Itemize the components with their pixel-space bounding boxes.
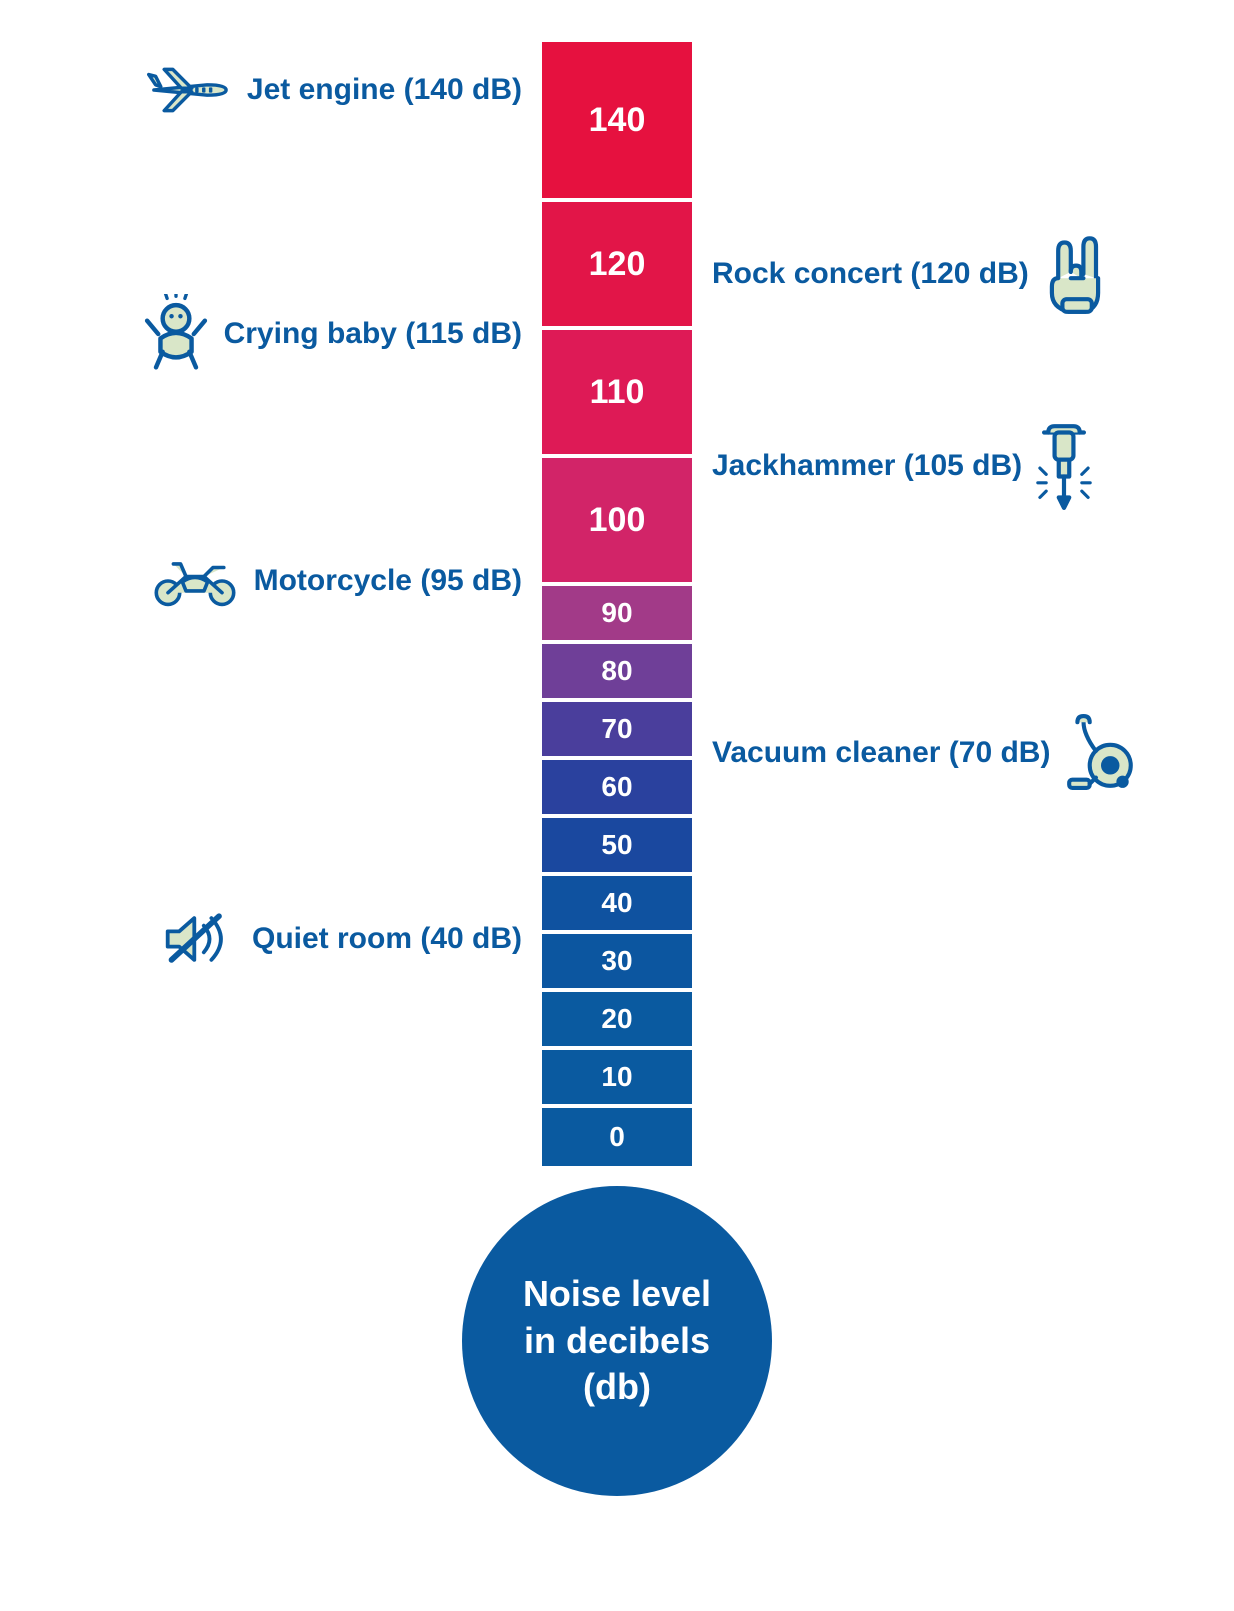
mute-icon bbox=[162, 909, 238, 969]
baby-icon bbox=[142, 294, 210, 374]
bulb-line1: Noise level bbox=[523, 1271, 711, 1318]
vacuum-icon bbox=[1064, 714, 1138, 792]
thermometer-bulb: Noise levelin decibels(db) bbox=[462, 1186, 772, 1496]
scale-segment-0: 0 bbox=[542, 1108, 692, 1166]
decibel-thermometer: 1401201101009080706050403020100 bbox=[540, 40, 694, 1168]
scale-segment-50: 50 bbox=[542, 818, 692, 876]
airplane-icon bbox=[147, 61, 233, 119]
scale-segment-90: 90 bbox=[542, 586, 692, 644]
bulb-title: Noise levelin decibels(db) bbox=[523, 1271, 711, 1411]
rockhand-icon bbox=[1043, 232, 1107, 316]
noise-item-jackhammer: Jackhammer (105 dB) bbox=[712, 422, 1092, 510]
scale-segment-80: 80 bbox=[542, 644, 692, 702]
scale-segment-120: 120 bbox=[542, 202, 692, 330]
motorcycle-icon bbox=[150, 553, 240, 609]
noise-item-label: Rock concert (120 dB) bbox=[712, 257, 1029, 291]
scale-segment-140: 140 bbox=[542, 42, 692, 202]
scale-segment-30: 30 bbox=[542, 934, 692, 992]
scale-segment-70: 70 bbox=[542, 702, 692, 760]
noise-item-baby: Crying baby (115 dB) bbox=[142, 294, 522, 374]
scale-segment-100: 100 bbox=[542, 458, 692, 586]
noise-item-label: Vacuum cleaner (70 dB) bbox=[712, 736, 1050, 770]
scale-segment-60: 60 bbox=[542, 760, 692, 818]
noise-item-motorcycle: Motorcycle (95 dB) bbox=[150, 553, 522, 609]
thermometer-scale: 1401201101009080706050403020100 bbox=[540, 40, 694, 1168]
noise-item-label: Crying baby (115 dB) bbox=[224, 317, 522, 351]
noise-item-quiet: Quiet room (40 dB) bbox=[162, 909, 522, 969]
noise-item-label: Motorcycle (95 dB) bbox=[254, 564, 522, 598]
bulb-line2: in decibels bbox=[523, 1318, 711, 1365]
scale-segment-40: 40 bbox=[542, 876, 692, 934]
scale-segment-110: 110 bbox=[542, 330, 692, 458]
bulb-line3: (db) bbox=[523, 1364, 711, 1411]
noise-item-label: Jackhammer (105 dB) bbox=[712, 449, 1022, 483]
jackhammer-icon bbox=[1036, 422, 1092, 510]
noise-item-label: Quiet room (40 dB) bbox=[252, 922, 522, 956]
scale-segment-10: 10 bbox=[542, 1050, 692, 1108]
noise-item-rock: Rock concert (120 dB) bbox=[712, 232, 1107, 316]
noise-item-vacuum: Vacuum cleaner (70 dB) bbox=[712, 714, 1138, 792]
scale-segment-20: 20 bbox=[542, 992, 692, 1050]
noise-item-label: Jet engine (140 dB) bbox=[247, 73, 522, 107]
noise-item-jet: Jet engine (140 dB) bbox=[147, 61, 522, 119]
